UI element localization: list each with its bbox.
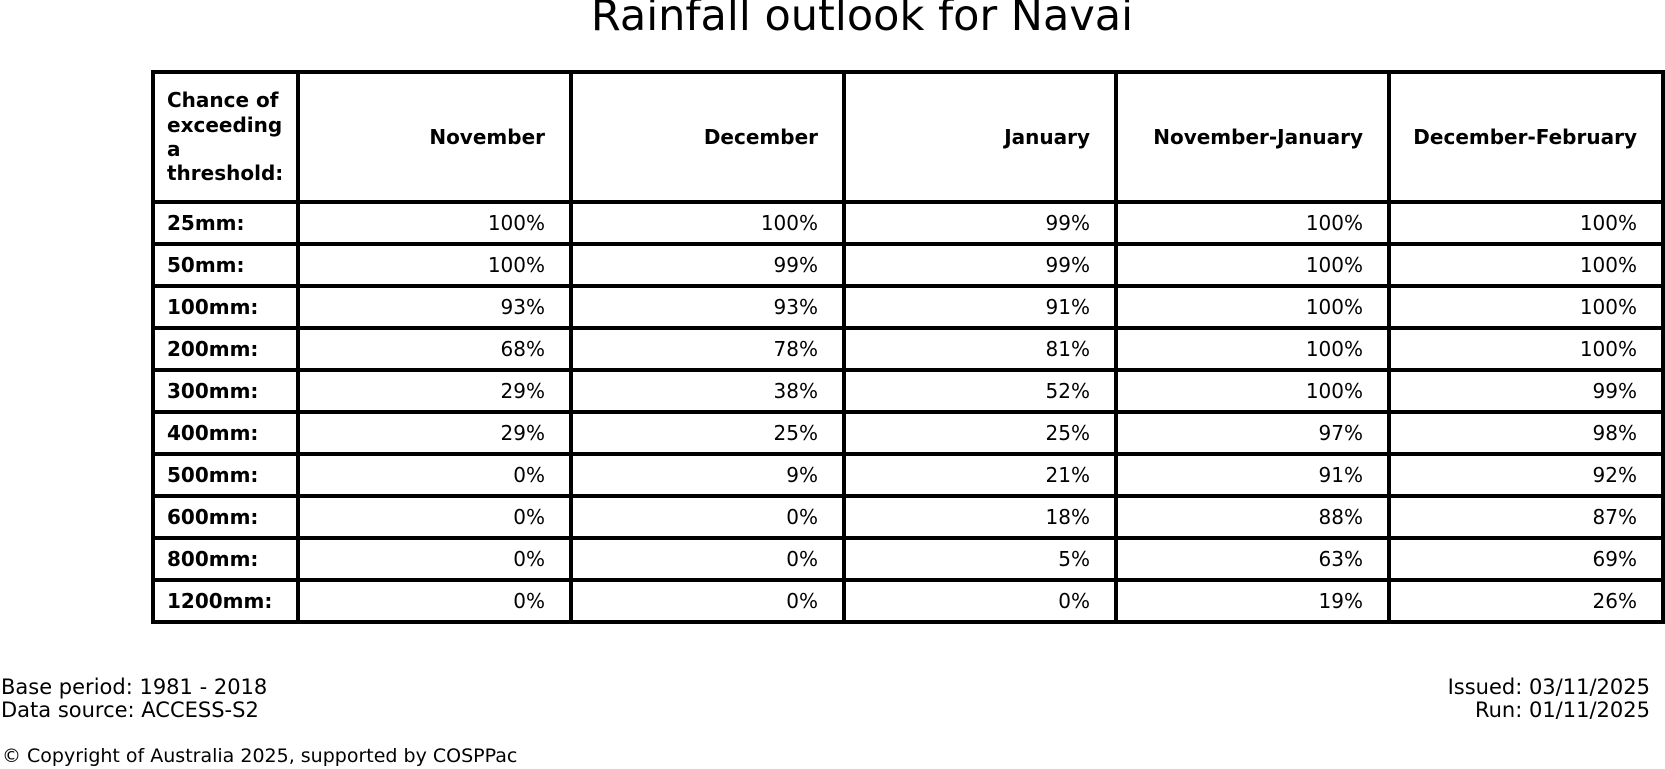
table-cell: 100% (1114, 200, 1391, 246)
table-cell: 100% (296, 200, 573, 246)
corner-header-cell: Chance of exceeding a threshold: (151, 70, 300, 204)
table-cell: 9% (569, 452, 846, 498)
table-cell: 26% (1387, 578, 1665, 624)
row-label: 500mm: (151, 452, 300, 498)
table-cell: 5% (842, 536, 1118, 582)
table-cell: 18% (842, 494, 1118, 540)
page-title: Rainfall outlook for Navai (590, 0, 1134, 41)
table-cell: 100% (1114, 326, 1391, 372)
table-row-300mm: 300mm: 29% 38% 52% 100% 99% (151, 368, 1665, 414)
table-cell: 25% (842, 410, 1118, 456)
table-row-800mm: 800mm: 0% 0% 5% 63% 69% (151, 536, 1665, 582)
table-cell: 93% (296, 284, 573, 330)
table-cell: 87% (1387, 494, 1665, 540)
table-cell: 92% (1387, 452, 1665, 498)
table-cell: 93% (569, 284, 846, 330)
row-label: 300mm: (151, 368, 300, 414)
table-cell: 100% (1387, 326, 1665, 372)
table-cell: 29% (296, 410, 573, 456)
footer-right: Issued: 03/11/2025 Run: 01/11/2025 (1448, 676, 1650, 722)
table-cell: 78% (569, 326, 846, 372)
table-row-25mm: 25mm: 100% 100% 99% 100% 100% (151, 200, 1665, 246)
row-label: 50mm: (151, 242, 300, 288)
table-cell: 100% (569, 200, 846, 246)
base-period-text: Base period: 1981 - 2018 (1, 675, 268, 699)
column-header-january: January (842, 70, 1118, 204)
corner-line-1: Chance of (167, 88, 279, 113)
table-cell: 81% (842, 326, 1118, 372)
run-date-text: Run: 01/11/2025 (1474, 698, 1650, 722)
row-label: 600mm: (151, 494, 300, 540)
table-cell: 29% (296, 368, 573, 414)
table-cell: 0% (296, 452, 573, 498)
row-label: 1200mm: (151, 578, 300, 624)
table-cell: 100% (1387, 242, 1665, 288)
row-label: 400mm: (151, 410, 300, 456)
table-cell: 38% (569, 368, 846, 414)
table-row-100mm: 100mm: 93% 93% 91% 100% 100% (151, 284, 1665, 330)
table-cell: 25% (569, 410, 846, 456)
table-cell: 0% (296, 578, 573, 624)
table-cell: 100% (1114, 368, 1391, 414)
issued-date-text: Issued: 03/11/2025 (1447, 675, 1650, 699)
table-cell: 0% (296, 536, 573, 582)
table-cell: 88% (1114, 494, 1391, 540)
table-cell: 100% (1387, 284, 1665, 330)
table-row-50mm: 50mm: 100% 99% 99% 100% 100% (151, 242, 1665, 288)
corner-line-3: a threshold: (167, 137, 284, 186)
table-cell: 63% (1114, 536, 1391, 582)
footer-left: Base period: 1981 - 2018 Data source: AC… (1, 676, 267, 722)
table-cell: 98% (1387, 410, 1665, 456)
column-header-december-february: December-February (1387, 70, 1665, 204)
row-label: 25mm: (151, 200, 300, 246)
row-label: 200mm: (151, 326, 300, 372)
table-cell: 99% (842, 242, 1118, 288)
table-cell: 100% (296, 242, 573, 288)
column-header-november-january: November-January (1114, 70, 1391, 204)
table-row-500mm: 500mm: 0% 9% 21% 91% 92% (151, 452, 1665, 498)
table-cell: 21% (842, 452, 1118, 498)
table-cell: 91% (842, 284, 1118, 330)
table-cell: 99% (569, 242, 846, 288)
table-cell: 52% (842, 368, 1118, 414)
table-row-200mm: 200mm: 68% 78% 81% 100% 100% (151, 326, 1665, 372)
table-cell: 100% (1114, 284, 1391, 330)
table-cell: 99% (1387, 368, 1665, 414)
row-label: 100mm: (151, 284, 300, 330)
column-header-december: December (569, 70, 846, 204)
rainfall-outlook-table: Chance of exceeding a threshold: Novembe… (151, 70, 1665, 624)
table-cell: 91% (1114, 452, 1391, 498)
table-cell: 100% (1114, 242, 1391, 288)
table-row-600mm: 600mm: 0% 0% 18% 88% 87% (151, 494, 1665, 540)
table-row-1200mm: 1200mm: 0% 0% 0% 19% 26% (151, 578, 1665, 624)
table-cell: 68% (296, 326, 573, 372)
row-label: 800mm: (151, 536, 300, 582)
table-cell: 0% (842, 578, 1118, 624)
column-header-november: November (296, 70, 573, 204)
table-header-row: Chance of exceeding a threshold: Novembe… (151, 70, 1665, 204)
corner-line-2: exceeding (167, 112, 283, 137)
table-row-400mm: 400mm: 29% 25% 25% 97% 98% (151, 410, 1665, 456)
table-cell: 69% (1387, 536, 1665, 582)
table-cell: 0% (569, 494, 846, 540)
table-cell: 99% (842, 200, 1118, 246)
table-cell: 97% (1114, 410, 1391, 456)
table-cell: 0% (569, 536, 846, 582)
table-cell: 100% (1387, 200, 1665, 246)
table-cell: 0% (296, 494, 573, 540)
data-source-text: Data source: ACCESS-S2 (1, 698, 259, 722)
table-cell: 19% (1114, 578, 1391, 624)
copyright-text: © Copyright of Australia 2025, supported… (2, 745, 518, 767)
table-cell: 0% (569, 578, 846, 624)
